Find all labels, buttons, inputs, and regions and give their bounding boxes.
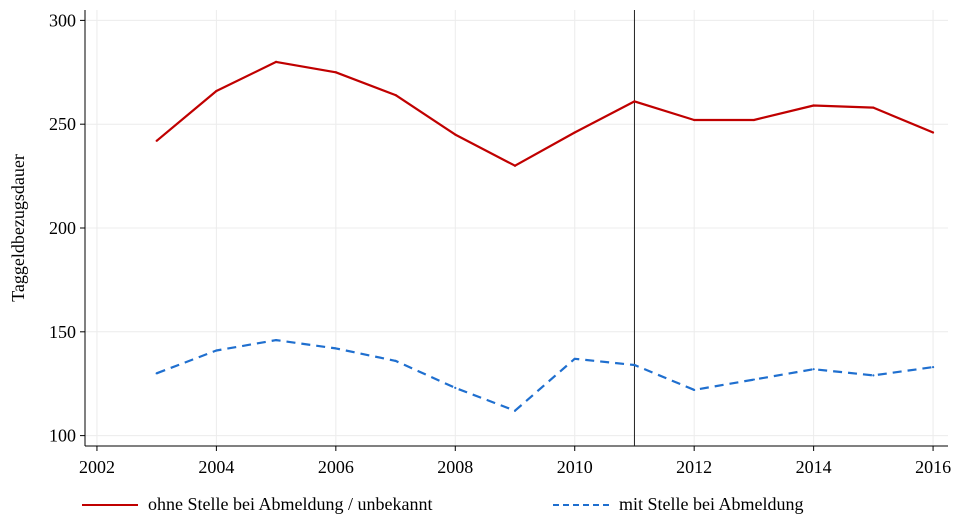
data-point-series-1	[454, 133, 457, 136]
legend: ohne Stelle bei Abmeldung / unbekannt mi…	[0, 494, 961, 520]
data-point-series-1	[633, 100, 636, 103]
x-tick-label: 2016	[915, 457, 951, 477]
data-point-series-1	[394, 94, 397, 97]
legend-label-series-1: ohne Stelle bei Abmeldung / unbekannt	[148, 494, 433, 514]
legend-item-series-2: mit Stelle bei Abmeldung	[553, 494, 803, 515]
data-point-series-1	[752, 118, 755, 122]
y-tick-label: 250	[49, 114, 76, 134]
x-tick-label: 2014	[796, 457, 832, 477]
data-point-series-1	[931, 131, 935, 134]
data-point-series-2	[513, 409, 517, 412]
x-tick-label: 2002	[79, 457, 115, 477]
data-point-series-2	[812, 368, 815, 371]
x-tick-label: 2010	[557, 457, 593, 477]
data-point-series-1	[155, 139, 158, 142]
data-point-series-2	[394, 359, 397, 362]
x-tick-label: 2006	[318, 457, 354, 477]
x-tick-label: 2004	[198, 457, 234, 477]
data-point-series-1	[573, 131, 576, 134]
axes	[80, 10, 948, 451]
data-point-series-2	[633, 363, 636, 367]
legend-swatch-series-2	[553, 503, 609, 506]
data-point-series-2	[155, 372, 158, 375]
y-axis-label: Taggeldbezugsdauer	[8, 154, 28, 302]
legend-swatch-series-1	[82, 503, 138, 506]
legend-label-series-2: mit Stelle bei Abmeldung	[619, 494, 804, 514]
y-tick-label: 200	[49, 218, 76, 238]
legend-item-series-1: ohne Stelle bei Abmeldung / unbekannt	[82, 494, 432, 515]
y-tick-label: 300	[49, 10, 76, 30]
series-line-1	[155, 60, 934, 167]
data-point-series-2	[454, 386, 457, 389]
data-point-series-2	[693, 388, 696, 392]
data-point-series-2	[573, 357, 576, 360]
data-point-series-1	[215, 89, 218, 93]
data-point-series-2	[215, 349, 218, 352]
y-tick-label: 150	[49, 322, 76, 342]
series-line-2	[156, 339, 934, 412]
y-tick-label: 100	[49, 426, 76, 446]
tick-labels: 100 150 200 250 300 2002 2004 2006 2008 2010 2012 2…	[49, 10, 951, 477]
data-point-series-1	[872, 106, 875, 109]
data-point-series-1	[513, 164, 517, 167]
data-point-series-2	[931, 366, 935, 369]
data-point-series-1	[812, 104, 815, 107]
data-point-series-2	[872, 374, 875, 377]
data-point-series-1	[334, 71, 337, 74]
x-tick-label: 2012	[676, 457, 712, 477]
x-tick-label: 2008	[437, 457, 473, 477]
data-point-series-1	[693, 118, 696, 122]
grid-lines	[85, 10, 948, 446]
line-chart: 100 150 200 250 300 2002 2004 2006 2008 2010 2012 2…	[8, 10, 951, 477]
data-point-series-2	[334, 347, 337, 350]
data-point-series-2	[752, 378, 755, 381]
data-point-series-1	[275, 60, 278, 64]
data-point-series-2	[275, 339, 278, 342]
series-group	[155, 10, 935, 446]
